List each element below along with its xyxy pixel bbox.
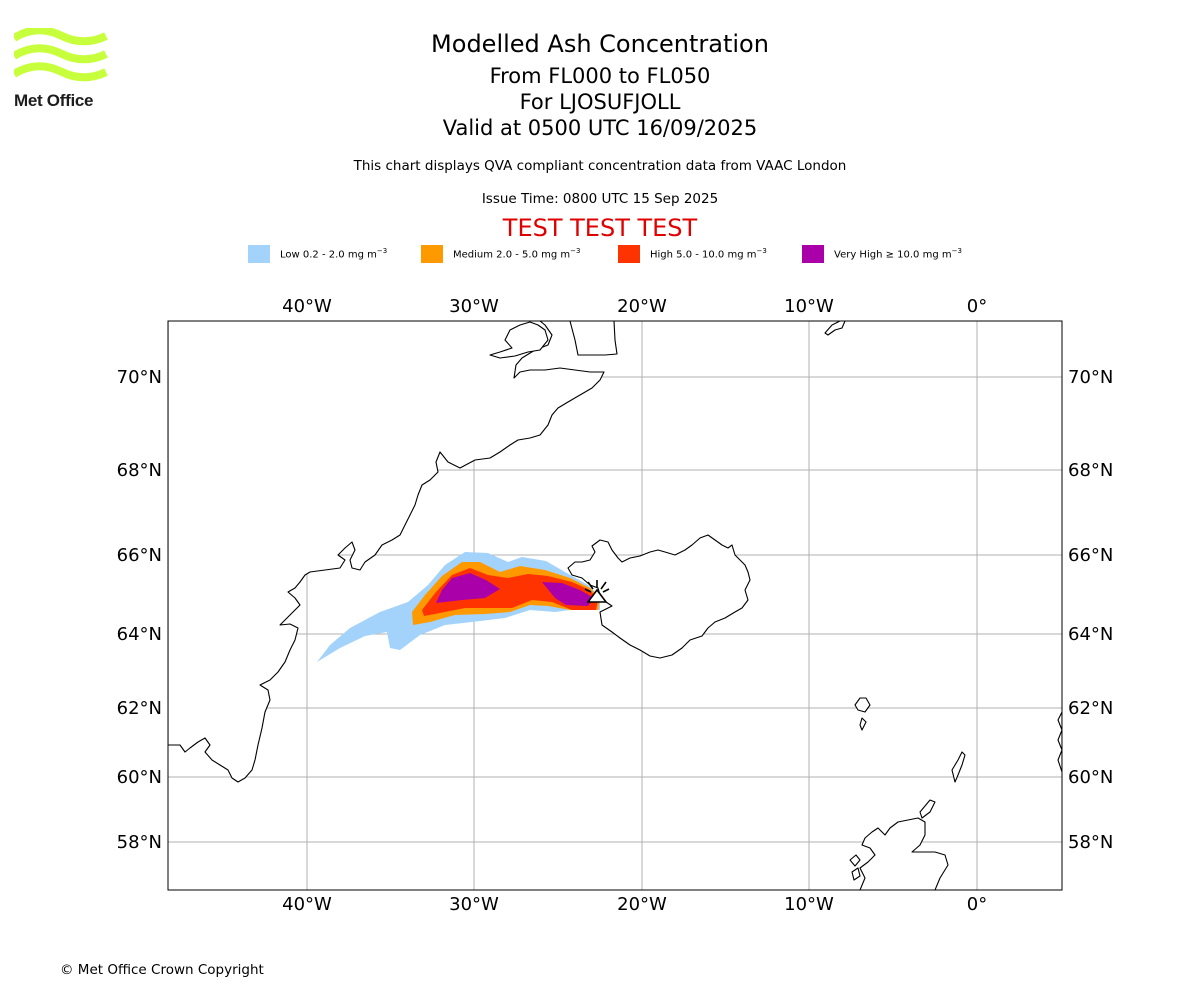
lat-label-right-70n: 70°N bbox=[1068, 367, 1113, 388]
lat-label-left-62n: 62°N bbox=[117, 698, 162, 719]
lat-label-right-62n: 62°N bbox=[1068, 698, 1113, 719]
lon-label-top-40w: 40°W bbox=[282, 296, 332, 317]
legend-swatch-medium bbox=[421, 245, 443, 263]
legend-label-very-high: Very High ≥ 10.0 mg m bbox=[834, 249, 952, 261]
test-banner: TEST TEST TEST bbox=[502, 214, 698, 242]
greenland-coastline bbox=[168, 321, 605, 783]
lat-label-right-60n: 60°N bbox=[1068, 767, 1113, 788]
greenland-northeast-coastline bbox=[489, 321, 549, 359]
orkney-islands bbox=[919, 799, 936, 819]
met-office-logo: Met Office bbox=[11, 26, 110, 112]
legend-swatch-high bbox=[618, 245, 640, 263]
chart-description: This chart displays QVA compliant concen… bbox=[353, 158, 847, 174]
faroe-islands bbox=[854, 697, 871, 731]
lat-label-left-68n: 68°N bbox=[117, 460, 162, 481]
lat-label-right-68n: 68°N bbox=[1068, 460, 1113, 481]
lat-label-left-66n: 66°N bbox=[117, 545, 162, 566]
iceland-coastline bbox=[567, 534, 751, 659]
lon-label-bottom-40w: 40°W bbox=[282, 894, 332, 915]
chart-title: Modelled Ash Concentration bbox=[431, 30, 769, 58]
lon-label-top-30w: 30°W bbox=[449, 296, 499, 317]
shetland-islands bbox=[951, 751, 966, 783]
hebrides-islands bbox=[849, 854, 861, 881]
lon-label-top-10w: 10°W bbox=[784, 296, 834, 317]
ash-plume bbox=[317, 552, 600, 662]
met-office-waves-icon bbox=[11, 26, 108, 82]
volcano-icon bbox=[584, 580, 610, 603]
scotland-coastline bbox=[859, 817, 949, 890]
legend-exponent-low: −3 bbox=[376, 247, 388, 256]
lat-label-left-64n: 64°N bbox=[117, 624, 162, 645]
greenland-north-peninsula bbox=[569, 321, 618, 356]
lat-label-left-70n: 70°N bbox=[117, 367, 162, 388]
legend-label-medium: Medium 2.0 - 5.0 mg m bbox=[453, 249, 571, 261]
legend-exponent-medium: −3 bbox=[570, 247, 581, 256]
lat-label-right-58n: 58°N bbox=[1068, 832, 1113, 853]
norway-coastline bbox=[1057, 711, 1062, 773]
ash-very-high-area bbox=[436, 573, 594, 606]
legend-label-high: High 5.0 - 10.0 mg m bbox=[650, 249, 757, 261]
lat-label-right-64n: 64°N bbox=[1068, 624, 1113, 645]
legend-item-high: High 5.0 - 10.0 mg m−3 bbox=[618, 245, 767, 263]
legend-swatch-low bbox=[248, 245, 270, 263]
issue-time: Issue Time: 0800 UTC 15 Sep 2025 bbox=[481, 191, 719, 207]
lon-label-bottom-0: 0° bbox=[967, 894, 987, 915]
legend-swatch-very-high bbox=[802, 245, 824, 263]
lon-label-bottom-30w: 30°W bbox=[449, 894, 499, 915]
volcano-name: For LJOSUFJOLL bbox=[519, 90, 681, 114]
lat-label-right-66n: 66°N bbox=[1068, 545, 1113, 566]
lon-label-top-20w: 20°W bbox=[617, 296, 667, 317]
flight-level-range: From FL000 to FL050 bbox=[489, 64, 711, 88]
lon-label-bottom-10w: 10°W bbox=[784, 894, 834, 915]
lon-label-bottom-20w: 20°W bbox=[617, 894, 667, 915]
legend-exponent-high: −3 bbox=[756, 247, 767, 256]
coastlines bbox=[168, 321, 1062, 890]
legend-exponent-very-high: −3 bbox=[951, 247, 962, 256]
legend-item-medium: Medium 2.0 - 5.0 mg m−3 bbox=[421, 245, 580, 263]
map-frame bbox=[167, 320, 1063, 891]
valid-time: Valid at 0500 UTC 16/09/2025 bbox=[442, 116, 758, 140]
legend-item-very-high: Very High ≥ 10.0 mg m−3 bbox=[802, 245, 962, 263]
legend-item-low: Low 0.2 - 2.0 mg m−3 bbox=[248, 245, 387, 263]
logo-wordmark: Met Office bbox=[14, 91, 94, 110]
copyright-notice: © Met Office Crown Copyright bbox=[60, 962, 264, 978]
legend-label-low: Low 0.2 - 2.0 mg m bbox=[280, 249, 377, 261]
lon-label-top-0: 0° bbox=[967, 296, 987, 317]
lat-label-left-60n: 60°N bbox=[117, 767, 162, 788]
svalbard-island bbox=[824, 321, 846, 336]
lat-label-left-58n: 58°N bbox=[117, 832, 162, 853]
